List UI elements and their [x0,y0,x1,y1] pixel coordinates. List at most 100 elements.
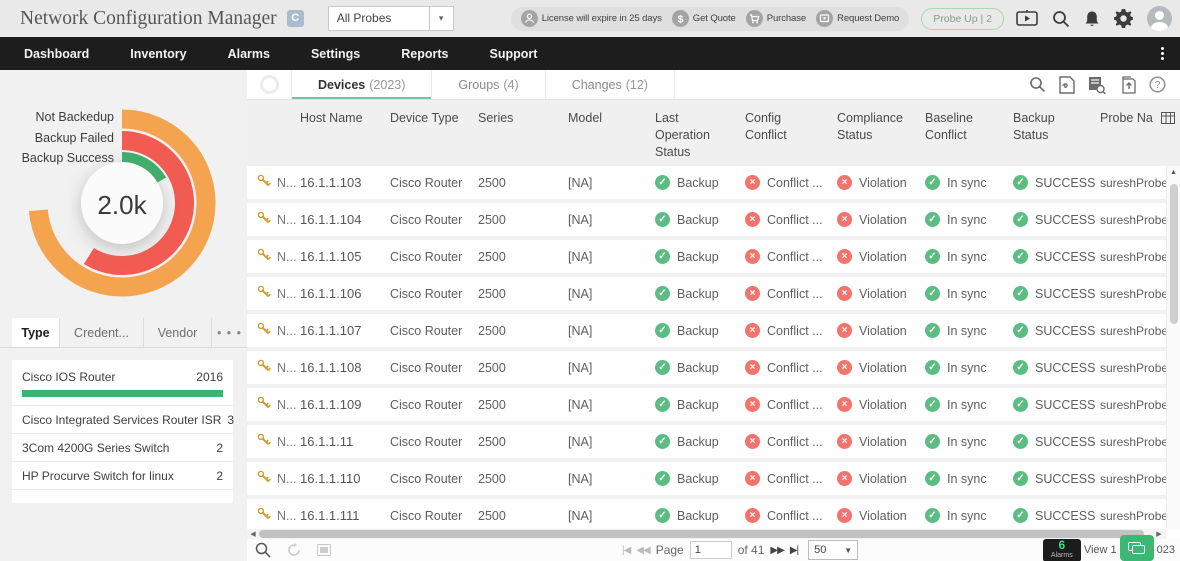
col-probe-name[interactable]: Probe Na [1100,110,1180,166]
nav-dashboard[interactable]: Dashboard [24,46,90,61]
table-row[interactable]: N... 16.1.1.109 Cisco Router 2500 [NA] ✓… [247,388,1180,425]
table-row[interactable]: N... 16.1.1.103 Cisco Router 2500 [NA] ✓… [247,166,1180,203]
chat-button[interactable] [1119,535,1154,561]
tab-groups[interactable]: Groups (4) [432,70,546,99]
table-row[interactable]: N... 16.1.1.105 Cisco Router 2500 [NA] ✓… [247,240,1180,277]
row-host-name[interactable]: 16.1.1.109 [300,397,362,412]
purchase-button[interactable]: Purchase [745,10,806,27]
scroll-up-icon[interactable]: ▲ [1170,169,1177,176]
nav-settings[interactable]: Settings [310,46,361,61]
row-host-name[interactable]: 16.1.1.111 [300,508,360,523]
report-icon[interactable] [1088,76,1106,94]
horizontal-scrollbar[interactable]: ◀ ▶ [247,529,1166,539]
user-avatar[interactable] [1147,6,1172,31]
table-row[interactable]: N... 16.1.1.11 Cisco Router 2500 [NA] ✓ B… [247,425,1180,462]
nav-support[interactable]: Support [489,46,538,61]
row-host-name[interactable]: 16.1.1.108 [300,360,362,375]
alarms-badge[interactable]: 6 Alarms [1042,538,1081,561]
row-config-conflict[interactable]: × Conflict ... [745,508,837,523]
sidebar-tab-credential[interactable]: Credent... [60,318,144,347]
nav-overflow-menu-icon[interactable] [1161,47,1180,60]
tab-devices[interactable]: Devices (2023) [292,70,433,99]
page-number-input[interactable]: 1 [689,541,732,559]
footer-search-icon[interactable] [255,542,271,558]
row-host-name[interactable]: 16.1.1.103 [300,175,362,190]
column-chooser-icon[interactable] [1160,112,1175,124]
nav-alarms[interactable]: Alarms [227,46,270,61]
license-expiry[interactable]: License will expire in 25 days [520,10,662,27]
list-item[interactable]: 3Com 4200G Series Switch 2 [12,434,233,462]
col-baseline-conflict[interactable]: Baseline Conflict [925,111,973,142]
col-device-type[interactable]: Device Type [390,111,459,125]
row-host-name[interactable]: 16.1.1.107 [300,323,362,338]
legend-backup-success[interactable]: Backup Success [21,151,114,165]
refresh-icon[interactable] [287,543,301,557]
table-row[interactable]: N... 16.1.1.111 Cisco Router 2500 [NA] ✓… [247,499,1180,529]
request-demo-button[interactable]: Request Demo [816,10,899,27]
probe-selector-value[interactable]: All Probes [327,6,430,31]
sidebar-tab-more-icon[interactable]: • • • [216,326,243,340]
row-host-name[interactable]: 16.1.1.106 [300,286,362,301]
row-config-conflict[interactable]: × Conflict ... [745,323,837,338]
sidebar-tab-type[interactable]: Type [12,318,60,347]
col-compliance-status[interactable]: Compliance Status [837,111,904,142]
vertical-scroll-thumb[interactable] [1170,184,1178,324]
last-page-button[interactable]: ▶| [789,544,799,556]
nav-inventory[interactable]: Inventory [130,46,187,61]
legend-not-backedup[interactable]: Not Backedup [35,110,114,124]
probe-up-badge[interactable]: Probe Up | 2 [921,7,1004,30]
col-host-name[interactable]: Host Name [300,111,363,125]
row-config-conflict[interactable]: × Conflict ... [745,175,837,190]
tab-changes[interactable]: Changes (12) [546,70,675,99]
row-config-conflict[interactable]: × Conflict ... [745,471,837,486]
col-series[interactable]: Series [478,111,514,125]
probe-selector[interactable]: All Probes ▾ [327,6,454,31]
table-row[interactable]: N... 16.1.1.110 Cisco Router 2500 [NA] ✓… [247,462,1180,499]
table-row[interactable]: N... 16.1.1.104 Cisco Router 2500 [NA] ✓… [247,203,1180,240]
row-config-conflict[interactable]: × Conflict ... [745,249,837,264]
row-host-name[interactable]: 16.1.1.105 [300,249,362,264]
list-item[interactable]: Cisco Integrated Services Router ISR 3 [12,406,234,434]
export-file-icon[interactable] [1119,75,1136,94]
get-quote-button[interactable]: $ Get Quote [671,10,736,27]
col-backup-status[interactable]: Backup Status [1013,111,1055,142]
scroll-left-icon[interactable]: ◀ [250,531,256,538]
row-config-conflict[interactable]: × Conflict ... [745,397,837,412]
col-model[interactable]: Model [568,111,603,125]
row-config-conflict[interactable]: × Conflict ... [745,360,837,375]
row-host-name[interactable]: 16.1.1.104 [300,212,362,227]
list-item[interactable]: Cisco IOS Router 2016 [12,360,233,406]
row-config-conflict[interactable]: × Conflict ... [745,212,837,227]
status-icon: ✓ [1013,212,1028,227]
row-config-conflict[interactable]: × Conflict ... [745,286,837,301]
first-page-button[interactable]: |◀ [622,544,631,556]
export-pdf-icon[interactable] [1059,75,1075,94]
sidebar-tab-vendor[interactable]: Vendor [144,318,212,347]
table-search-icon[interactable] [1029,76,1046,93]
search-icon[interactable] [1052,10,1070,28]
next-page-button[interactable]: ▶▶ [770,544,784,556]
page-size-select[interactable]: 50 ▼ [808,540,859,560]
legend-backup-failed[interactable]: Backup Failed [34,131,114,145]
settings-gear-icon[interactable] [1114,9,1133,28]
table-row[interactable]: N... 16.1.1.107 Cisco Router 2500 [NA] ✓… [247,314,1180,351]
slideshow-icon[interactable] [317,544,331,556]
scroll-right-icon[interactable]: ▶ [1156,531,1162,538]
training-icon[interactable] [1016,9,1038,28]
vertical-scrollbar[interactable]: ▲ [1166,166,1180,529]
col-last-operation-status[interactable]: Last Operation Status [655,111,710,159]
help-icon[interactable]: ? [1149,76,1166,93]
row-config-conflict[interactable]: × Conflict ... [745,434,837,449]
horizontal-scroll-thumb[interactable] [259,530,1144,538]
table-row[interactable]: N... 16.1.1.108 Cisco Router 2500 [NA] ✓… [247,351,1180,388]
col-config-conflict[interactable]: Config Conflict [745,111,787,142]
row-host-name[interactable]: 16.1.1.110 [300,471,361,486]
probe-selector-arrow-icon[interactable]: ▾ [429,6,454,31]
row-host-name[interactable]: 16.1.1.11 [300,434,354,449]
prev-page-button[interactable]: ◀◀ [636,544,650,556]
nav-reports[interactable]: Reports [401,46,449,61]
table-row[interactable]: N... 16.1.1.106 Cisco Router 2500 [NA] ✓… [247,277,1180,314]
row-baseline-conflict: ✓ In sync [925,323,1013,338]
list-item[interactable]: HP Procurve Switch for linux 2 [12,462,233,490]
notifications-bell-icon[interactable] [1084,10,1100,28]
